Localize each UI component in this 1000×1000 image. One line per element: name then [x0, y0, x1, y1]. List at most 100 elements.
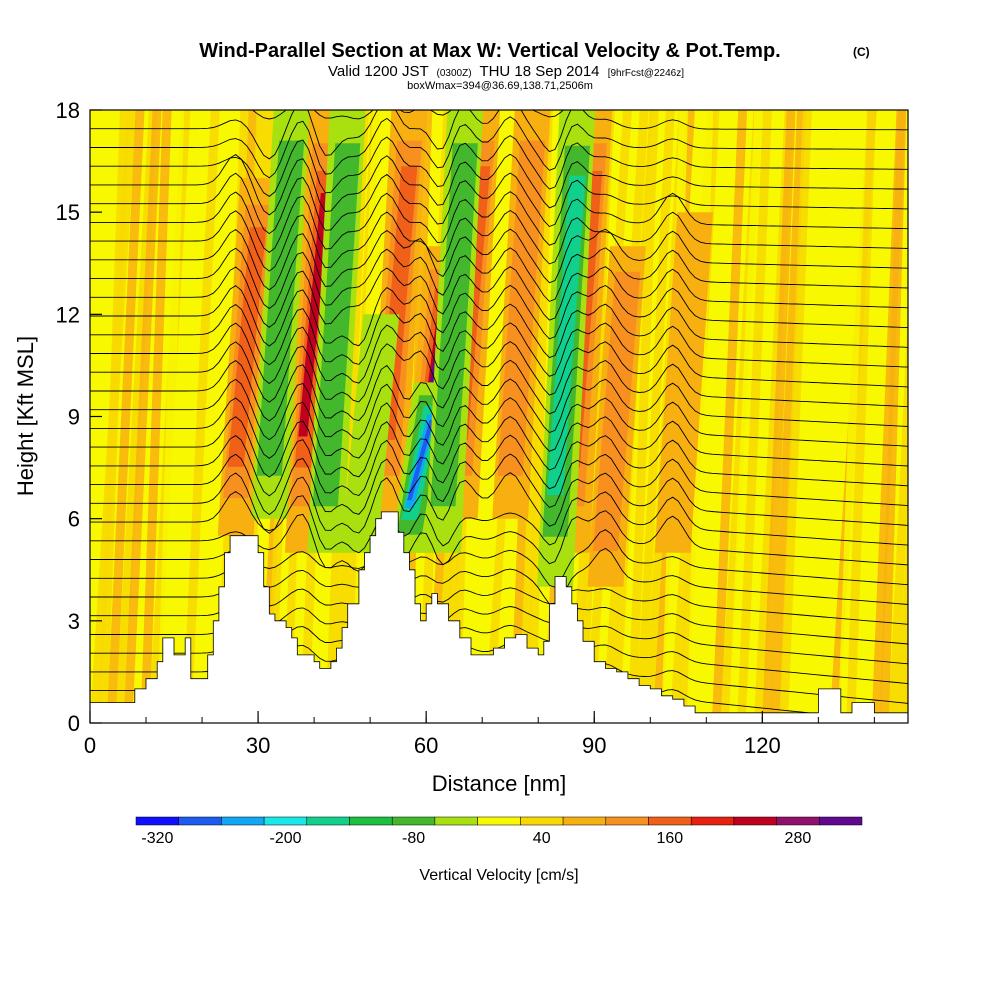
field-streak [837, 110, 868, 723]
downdraft-core [341, 314, 400, 553]
updraft-core [497, 140, 546, 476]
theta-contour [90, 172, 908, 235]
theta-contour [90, 303, 908, 366]
colorbar-swatch [733, 816, 777, 826]
field-streak [779, 110, 812, 723]
updraft-core [227, 227, 267, 467]
theta-contour [90, 510, 908, 572]
field-streak [728, 110, 764, 723]
x-axis-label: Distance [nm] [432, 771, 567, 796]
field-streak [182, 110, 220, 723]
theta-contour [90, 472, 908, 534]
colorbar-swatch [562, 816, 607, 826]
colorbar-swatch [178, 816, 222, 826]
theta-contour [90, 209, 908, 272]
axes: 0 30 60 90 120 0 3 6 9 12 15 18 [56, 98, 875, 758]
valid-time: Valid 1200 JST [328, 63, 428, 80]
valid-utc: (0300Z) [437, 68, 472, 79]
downdraft-core [407, 419, 434, 501]
field-streak [98, 110, 129, 723]
colorbar-label: Vertical Velocity [cm/s] [419, 867, 578, 884]
colorbar-tick-label: 160 [656, 830, 683, 847]
y-tick-label: 6 [68, 507, 80, 532]
field-streak [199, 110, 238, 723]
colorbar-swatch [221, 816, 265, 826]
theta-contour [90, 341, 908, 403]
field-streak [476, 110, 516, 723]
colorbar-swatch [391, 816, 436, 826]
field-streak [905, 645, 908, 723]
field-streak [854, 110, 893, 723]
chart-subtitle: Valid 1200 JST (0300Z) THU 18 Sep 2014 [… [328, 63, 684, 80]
y-tick-label: 15 [56, 200, 80, 225]
y-tick-label: 3 [68, 609, 80, 634]
colorbar-swatch [819, 816, 863, 826]
theta-contour [90, 191, 908, 253]
y-axis-label: Height [Kft MSL] [13, 336, 38, 496]
x-tick-label: 60 [414, 733, 438, 758]
terrain [89, 511, 909, 724]
colorbar-swatch [477, 816, 521, 826]
field-streak [527, 110, 553, 723]
colorbar-tick-label: -200 [269, 830, 301, 847]
field-streak [123, 110, 162, 723]
theta-contour [90, 116, 908, 179]
field-streak [157, 110, 185, 723]
colorbar-swatch [306, 816, 350, 826]
colorbar-swatch [690, 816, 735, 826]
theta-contour [90, 228, 908, 291]
downdraft-core [256, 140, 305, 476]
box-info: boxWmax=394@36.69,138.71,2506m [407, 80, 593, 92]
theta-contour [90, 415, 908, 478]
colorbar-tick-label: -80 [402, 830, 425, 847]
field-streak [762, 110, 796, 723]
x-tick-label: 120 [744, 733, 781, 758]
field-streak [106, 110, 145, 723]
downdraft-core [430, 143, 478, 507]
theta-contour [90, 434, 908, 497]
y-tick-label: 12 [56, 302, 80, 327]
y-tick-label: 18 [56, 98, 80, 123]
field-streak [140, 110, 172, 723]
field-streak [745, 110, 784, 723]
theta-contour [90, 247, 908, 310]
copyright-mark: (C) [853, 45, 870, 59]
theta-contour [90, 322, 908, 385]
theta-contour [90, 284, 908, 347]
theta-contour [90, 397, 908, 459]
colorbar: -320 -200 -80 40 160 280 [135, 816, 863, 847]
theta-contour [90, 153, 908, 216]
field-streak [333, 110, 369, 723]
colorbar-swatch [520, 816, 564, 826]
field-streak [879, 110, 907, 723]
field-streak [846, 110, 876, 723]
colorbar-swatch [434, 816, 478, 826]
field-streak [636, 110, 675, 723]
y-tick-label: 0 [68, 711, 80, 736]
colorbar-swatch [349, 816, 393, 826]
field-streak [812, 110, 842, 723]
colorbar-swatch [648, 816, 692, 826]
forecast-info: [9hrFcst@2246z] [608, 68, 685, 79]
colorbar-swatch [776, 816, 820, 826]
field-streak [737, 110, 772, 723]
valid-date: THU 18 Sep 2014 [479, 63, 599, 80]
theta-contour [90, 490, 908, 554]
x-tick-label: 0 [84, 733, 96, 758]
terrain-profile [89, 511, 909, 724]
field-streak [804, 110, 835, 723]
theta-contour [90, 453, 908, 516]
colorbar-swatch [263, 816, 308, 826]
colorbar-tick-label: 40 [533, 830, 551, 847]
x-tick-label: 90 [582, 733, 606, 758]
colorbar-tick-label: 280 [785, 830, 812, 847]
theta-contour [90, 266, 908, 328]
updraft-core [654, 212, 713, 553]
theta-contour [90, 135, 908, 197]
downdraft-core [312, 143, 361, 507]
x-tick-label: 30 [246, 733, 270, 758]
colorbar-swatch [605, 816, 649, 826]
colorbar-tick-label: -320 [141, 830, 173, 847]
